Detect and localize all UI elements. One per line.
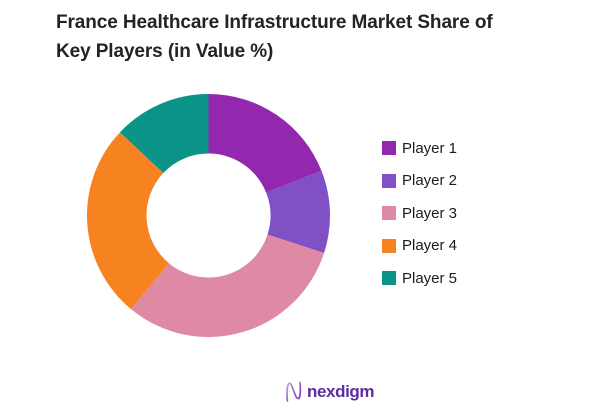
legend-item-player-3: Player 3 [382,204,458,222]
legend-label: Player 1 [402,139,458,157]
nexdigm-logo-icon [286,381,302,402]
legend-swatch [382,271,396,285]
legend-swatch [382,141,396,155]
legend-swatch [382,206,396,220]
chart-title-line1: France Healthcare Infrastructure Market … [56,12,493,33]
donut-segment-player-3 [131,234,325,338]
donut-chart [86,94,331,338]
legend-label: Player 3 [402,204,458,222]
chart-title-line2: Key Players (in Value %) [56,41,274,62]
brand-footer: nexdigm [285,380,375,403]
legend-item-player-4: Player 4 [382,237,458,254]
legend-item-player-5: Player 5 [382,269,458,287]
donut-segment-player-4 [86,132,169,310]
legend-item-player-2: Player 2 [382,172,458,189]
legend-label: Player 2 [402,172,458,189]
donut-segment-player-5 [119,94,209,174]
legend-item-player-1: Player 1 [382,139,458,157]
donut-segment-player-1 [208,94,322,193]
legend: Player 1 Player 2 Player 3 Player 4 Player 5 [382,139,458,304]
legend-swatch [382,238,396,253]
brand-name: nexdigm [307,381,375,401]
chart-title: France Healthcare Infrastructure Market … [56,8,493,66]
legend-swatch [382,173,396,188]
legend-label: Player 5 [402,269,458,287]
donut-segment-player-2 [266,170,331,254]
legend-label: Player 4 [402,237,458,254]
